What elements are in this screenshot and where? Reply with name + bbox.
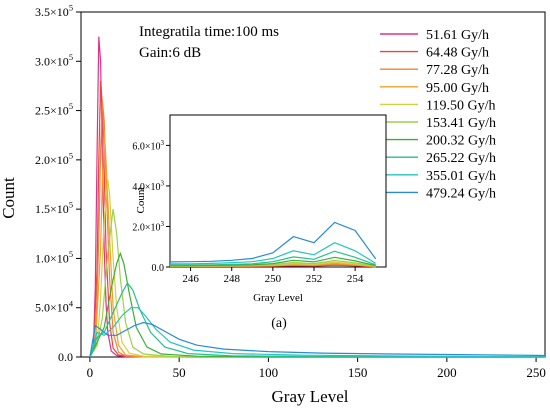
inset-chart: 246 248 250 252 254 0.0 2.0×103 4.0×103 6.0×103 G…: [132, 114, 387, 304]
x-tick-label: 250: [526, 365, 546, 380]
inset-x-axis-label: Gray Level: [253, 292, 303, 304]
legend: 51.61 Gy/h 64.48 Gy/h 77.28 Gy/h 95.00 Gy/h…: [380, 28, 496, 201]
y-tick-label: 2.0×105: [35, 151, 73, 166]
inset-y-tick-label: 0.0: [152, 263, 165, 274]
legend-label: 355.01 Gy/h: [426, 169, 496, 184]
series-line: [89, 251, 546, 358]
x-tick-label: 200: [437, 365, 457, 380]
inset-y-tick-label: 4.0×103: [132, 179, 164, 193]
inset-y-tick-label: 2.0×103: [132, 220, 164, 234]
y-tick-label: 0.0: [58, 350, 73, 364]
inset-x-tick-label: 250: [265, 273, 282, 285]
y-tick-label: 1.0×105: [35, 250, 73, 265]
inset-y-axis-label: Count: [135, 187, 147, 214]
y-tick-label: 1.5×105: [35, 201, 73, 216]
x-tick-label: 100: [259, 365, 279, 380]
y-tick-label: 3.0×105: [35, 53, 73, 68]
y-tick-label: 3.5×105: [35, 4, 73, 19]
legend-label: 265.22 Gy/h: [426, 151, 496, 166]
legend-label: 479.24 Gy/h: [426, 186, 496, 201]
inset-frame: [169, 114, 387, 268]
annotation-integration-time: Integratila time:100 ms: [139, 24, 279, 40]
annotation-gain: Gain:6 dB: [139, 45, 201, 61]
y-tick-label: 5.0×104: [35, 299, 74, 314]
legend-label: 95.00 Gy/h: [426, 81, 489, 96]
series-line: [89, 307, 546, 358]
legend-label: 77.28 Gy/h: [426, 63, 489, 78]
main-axes: 0 50 100 150 200 250 0.0 5.0×104 1.0×105 1.5×105 2…: [35, 4, 546, 380]
legend-label: 153.41 Gy/h: [426, 116, 496, 131]
legend-label: 200.32 Gy/h: [426, 134, 496, 149]
series-line: [89, 282, 546, 358]
y-tick-label: 2.5×105: [35, 102, 73, 117]
series-line: [89, 321, 546, 358]
legend-label: 119.50 Gy/h: [426, 98, 495, 113]
inset-x-tick-label: 246: [182, 273, 199, 285]
inset-y-tick-label: 6.0×103: [132, 139, 164, 153]
x-axis-label: Gray Level: [272, 387, 349, 406]
legend-label: 51.61 Gy/h: [426, 28, 489, 43]
x-tick-label: 0: [87, 365, 94, 380]
inset-series-line: [170, 250, 376, 266]
series-line: [89, 209, 546, 358]
series-line: [89, 179, 546, 358]
x-tick-label: 50: [173, 365, 186, 380]
inset-x-tick-label: 248: [223, 273, 240, 285]
inset-series-line: [170, 242, 377, 265]
inset-series-line: [169, 221, 377, 263]
y-axis-label: Count: [0, 177, 18, 219]
x-tick-label: 150: [348, 365, 368, 380]
legend-label: 64.48 Gy/h: [426, 46, 489, 61]
inset-x-tick-label: 252: [306, 273, 323, 285]
inset-x-tick-label: 254: [347, 273, 364, 285]
inset-caption: (a): [271, 316, 287, 331]
main-series: [89, 36, 546, 358]
